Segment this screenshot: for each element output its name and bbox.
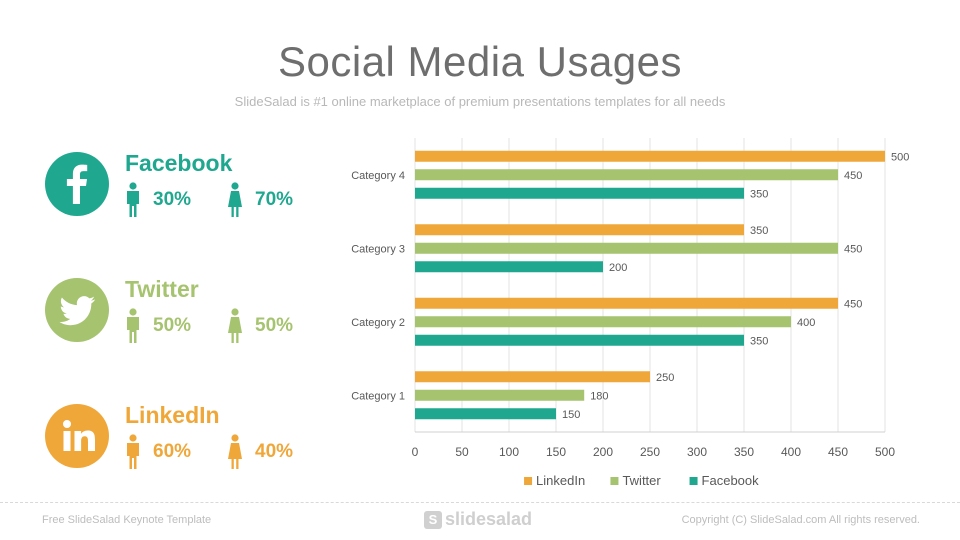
- female-percent: 70%: [255, 189, 294, 210]
- x-tick-label: 150: [546, 445, 566, 459]
- linkedin-icon: [45, 404, 109, 468]
- data-label: 180: [590, 390, 608, 402]
- legend-label: Facebook: [702, 473, 760, 488]
- social-name: Facebook: [125, 150, 233, 176]
- bar-linkedin: [415, 150, 885, 162]
- male-percent: 60%: [153, 441, 192, 462]
- x-tick-label: 450: [828, 445, 848, 459]
- x-tick-label: 0: [412, 445, 419, 459]
- bar-twitter: [415, 242, 838, 254]
- legend-swatch-twitter: [610, 477, 619, 485]
- data-label: 450: [844, 170, 862, 182]
- male-stat: 50%: [125, 308, 191, 344]
- legend-swatch-facebook: [689, 477, 698, 485]
- logo-wordmark: slidesalad: [445, 509, 533, 529]
- x-tick-label: 400: [781, 445, 801, 459]
- bar-facebook: [415, 261, 603, 273]
- x-tick-label: 50: [455, 445, 469, 459]
- legend-label: Twitter: [622, 473, 661, 488]
- data-label: 350: [750, 335, 768, 347]
- social-row-twitter: Twitter 50% 50%: [45, 276, 365, 348]
- data-label: 350: [750, 225, 768, 237]
- x-tick-label: 250: [640, 445, 660, 459]
- social-row-linkedin: LinkedIn 60% 40%: [45, 402, 365, 474]
- bar-linkedin: [415, 297, 838, 309]
- female-percent: 50%: [255, 315, 294, 336]
- category-label: Category 4: [351, 170, 405, 182]
- bar-linkedin: [415, 224, 744, 236]
- footer-divider: [0, 502, 960, 503]
- social-name: LinkedIn: [125, 402, 220, 428]
- data-label: 150: [562, 409, 580, 421]
- male-stat: 60%: [125, 434, 191, 470]
- female-icon: [228, 182, 242, 217]
- bar-twitter: [415, 389, 585, 401]
- bar-linkedin: [415, 371, 650, 383]
- data-label: 500: [891, 151, 909, 163]
- male-icon: [127, 182, 139, 217]
- bar-chart: 0 50 100 150 200 250 300 350 400 450 500 Category 1…: [351, 138, 909, 488]
- female-stat: 70%: [227, 182, 293, 218]
- male-percent: 30%: [153, 189, 192, 210]
- legend-label: LinkedIn: [536, 473, 585, 488]
- data-label: 450: [844, 298, 862, 310]
- female-icon: [228, 434, 242, 469]
- x-tick-label: 100: [499, 445, 519, 459]
- x-tick-label: 200: [593, 445, 613, 459]
- footer-left-text: Free SlideSalad Keynote Template: [42, 514, 212, 526]
- bar-facebook: [415, 408, 556, 420]
- x-tick-label: 500: [875, 445, 895, 459]
- x-tick-label: 300: [687, 445, 707, 459]
- bar-twitter: [415, 169, 838, 181]
- bar-twitter: [415, 316, 791, 328]
- category-label: Category 1: [351, 390, 405, 402]
- page-title: Social Media Usages: [277, 38, 683, 85]
- data-label: 250: [656, 372, 674, 384]
- data-label: 350: [750, 188, 768, 200]
- x-tick-label: 350: [734, 445, 754, 459]
- male-icon: [127, 308, 139, 343]
- data-label: 450: [844, 243, 862, 255]
- male-icon: [127, 434, 139, 469]
- male-stat: 30%: [125, 182, 191, 218]
- female-icon: [228, 308, 242, 343]
- page-subtitle: SlideSalad is #1 online marketplace of p…: [234, 94, 726, 109]
- slidesalad-logo: S slidesalad: [424, 509, 532, 530]
- category-label: Category 3: [351, 243, 405, 255]
- female-stat: 50%: [227, 308, 293, 344]
- category-label: Category 2: [351, 317, 405, 329]
- bar-facebook: [415, 187, 744, 199]
- male-percent: 50%: [153, 315, 192, 336]
- legend-swatch-linkedin: [524, 477, 533, 485]
- social-name: Twitter: [125, 276, 199, 302]
- facebook-icon: [45, 152, 109, 216]
- female-percent: 40%: [255, 441, 294, 462]
- twitter-icon: [45, 278, 109, 342]
- data-label: 400: [797, 317, 815, 329]
- social-row-facebook: Facebook 30% 70%: [45, 150, 365, 222]
- bar-facebook: [415, 334, 744, 346]
- footer-copyright: Copyright (C) SlideSalad.com All rights …: [681, 514, 920, 526]
- female-stat: 40%: [227, 434, 293, 470]
- data-label: 200: [609, 262, 627, 274]
- logo-mark-icon: S: [424, 510, 442, 529]
